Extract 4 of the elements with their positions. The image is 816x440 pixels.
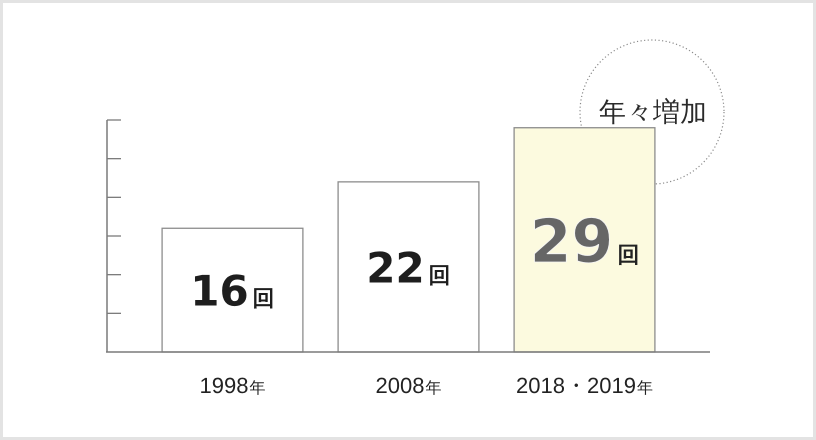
x-tick-label: 2008年: [376, 373, 442, 398]
annotation: 年々増加: [599, 97, 707, 127]
x-tick-label: 1998年: [200, 373, 266, 398]
x-tick-label: 2018・2019年: [516, 373, 653, 398]
